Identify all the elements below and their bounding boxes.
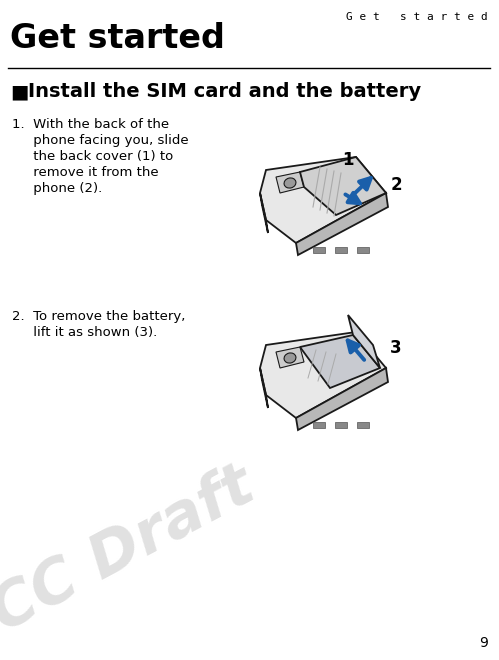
Polygon shape — [300, 157, 386, 215]
Text: 1.  With the back of the: 1. With the back of the — [12, 118, 169, 131]
Bar — [313, 422, 325, 428]
Polygon shape — [260, 332, 386, 418]
Text: 1: 1 — [342, 151, 354, 169]
Bar — [335, 247, 347, 253]
Polygon shape — [276, 347, 304, 368]
Text: phone (2).: phone (2). — [12, 182, 102, 195]
Ellipse shape — [284, 353, 296, 363]
Text: Install the SIM card and the battery: Install the SIM card and the battery — [28, 82, 421, 101]
Polygon shape — [300, 335, 380, 388]
Text: phone facing you, slide: phone facing you, slide — [12, 134, 189, 147]
Polygon shape — [276, 172, 304, 193]
Text: 9: 9 — [479, 636, 488, 650]
Polygon shape — [260, 193, 268, 233]
Text: the back cover (1) to: the back cover (1) to — [12, 150, 173, 163]
Polygon shape — [260, 157, 386, 243]
Text: G e t   s t a r t e d: G e t s t a r t e d — [346, 12, 488, 22]
Text: 2.  To remove the battery,: 2. To remove the battery, — [12, 310, 185, 323]
Polygon shape — [260, 368, 268, 408]
Bar — [357, 247, 369, 253]
Text: FCC Draft: FCC Draft — [0, 456, 265, 660]
Text: 2: 2 — [390, 176, 402, 194]
Text: lift it as shown (3).: lift it as shown (3). — [12, 326, 157, 339]
Text: 3: 3 — [390, 339, 402, 357]
Ellipse shape — [284, 178, 296, 188]
Text: ■: ■ — [10, 82, 28, 101]
Bar — [335, 422, 347, 428]
Polygon shape — [348, 315, 380, 368]
Bar — [313, 247, 325, 253]
Text: Get started: Get started — [10, 22, 225, 55]
Text: remove it from the: remove it from the — [12, 166, 159, 179]
Polygon shape — [296, 193, 388, 255]
Polygon shape — [296, 368, 388, 430]
Bar — [357, 422, 369, 428]
